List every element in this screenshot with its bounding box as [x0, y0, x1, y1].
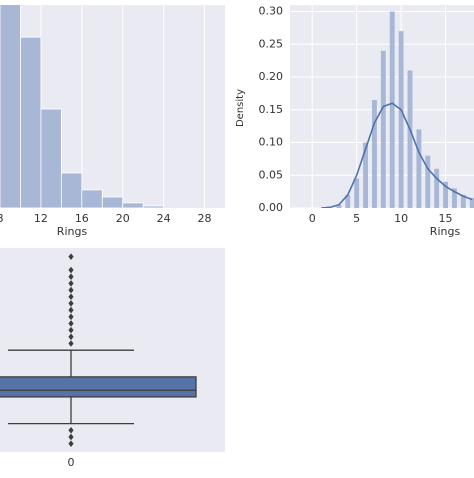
histogram-bar: [60, 172, 83, 208]
outlier: [68, 340, 74, 347]
bar: [389, 11, 395, 208]
x-tick-label: 8: [0, 212, 4, 225]
histogram-bar: [40, 108, 62, 208]
histogram-bar: [81, 189, 103, 208]
outlier: [68, 313, 74, 321]
histogram-bar: [122, 202, 144, 208]
bar: [443, 181, 448, 208]
x-tick-label: 20: [116, 212, 130, 225]
outlier: [68, 433, 74, 441]
bar: [452, 188, 457, 208]
x-tick-label: 5: [353, 212, 360, 225]
outlier: [68, 426, 74, 434]
bar: [469, 198, 474, 208]
bar: [425, 155, 431, 208]
x-tick-label: 0: [68, 456, 75, 469]
y-tick-label: 0.25: [259, 37, 284, 50]
outlier: [68, 293, 74, 301]
x-tick-label: 12: [34, 212, 48, 225]
plot-area: [0, 248, 225, 452]
histogram-bar: [20, 36, 42, 208]
histogram-bar: [101, 196, 124, 208]
outlier: [68, 440, 74, 447]
y-tick-label: 0.20: [259, 70, 284, 83]
y-tick-label: 0.05: [259, 168, 284, 181]
bar: [407, 70, 413, 208]
x-tick-label: 10: [394, 212, 408, 225]
outlier: [68, 333, 74, 341]
histogram-bar: [0, 5, 21, 208]
outlier: [68, 280, 74, 287]
outlier: [68, 286, 74, 294]
x-tick-label: 28: [198, 212, 212, 225]
bar: [416, 129, 422, 208]
x-axis-label: Rings: [57, 225, 88, 238]
density-line: [321, 102, 473, 208]
bar: [363, 142, 368, 208]
histogram-bar: [142, 205, 165, 208]
y-axis-label: Density: [235, 89, 246, 127]
y-tick-label: 0.00: [259, 201, 284, 214]
y-tick-label: 0.15: [259, 103, 284, 116]
bar: [345, 194, 351, 208]
outlier: [68, 253, 74, 260]
bar: [434, 168, 440, 208]
plot-area: [0, 5, 225, 208]
x-tick-label: 24: [157, 212, 171, 225]
x-tick-label: 16: [75, 212, 89, 225]
plot-area: [290, 5, 474, 208]
x-tick-label: 0: [309, 212, 316, 225]
box: [0, 376, 197, 398]
bar: [460, 194, 466, 208]
outlier: [68, 326, 74, 334]
y-tick-label: 0.10: [259, 136, 284, 149]
bar: [372, 99, 377, 208]
x-tick-label: 15: [439, 212, 453, 225]
bar: [354, 178, 360, 208]
bar: [380, 50, 386, 208]
y-tick-label: 0.30: [259, 5, 284, 18]
x-axis-label: Rings: [430, 225, 461, 238]
bar: [336, 204, 342, 208]
bar: [398, 31, 404, 208]
